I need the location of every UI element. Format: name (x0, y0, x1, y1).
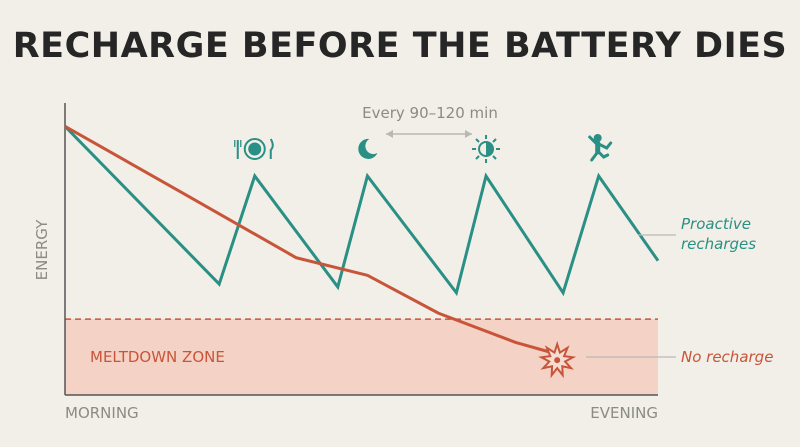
chart-title: RECHARGE BEFORE THE BATTERY DIES (12, 26, 788, 66)
y-axis-label: ENERGY (33, 219, 51, 280)
legend-no-recharge: No recharge (681, 348, 773, 366)
no-recharge-line (64, 125, 558, 356)
sun-icon (472, 135, 501, 163)
meltdown-zone-label: MELTDOWN ZONE (90, 348, 225, 366)
x-end-label: EVENING (590, 404, 658, 422)
moon-icon (358, 138, 378, 159)
stretch-icon (588, 134, 613, 162)
interval-arrow (386, 130, 472, 138)
legend-proactive: Proactive recharges (681, 215, 756, 253)
interval-annotation: Every 90–120 min (362, 104, 498, 122)
proactive-recharge-line (63, 125, 660, 297)
meal-icon (234, 138, 274, 160)
x-start-label: MORNING (65, 404, 139, 422)
burst-icon (538, 340, 577, 379)
